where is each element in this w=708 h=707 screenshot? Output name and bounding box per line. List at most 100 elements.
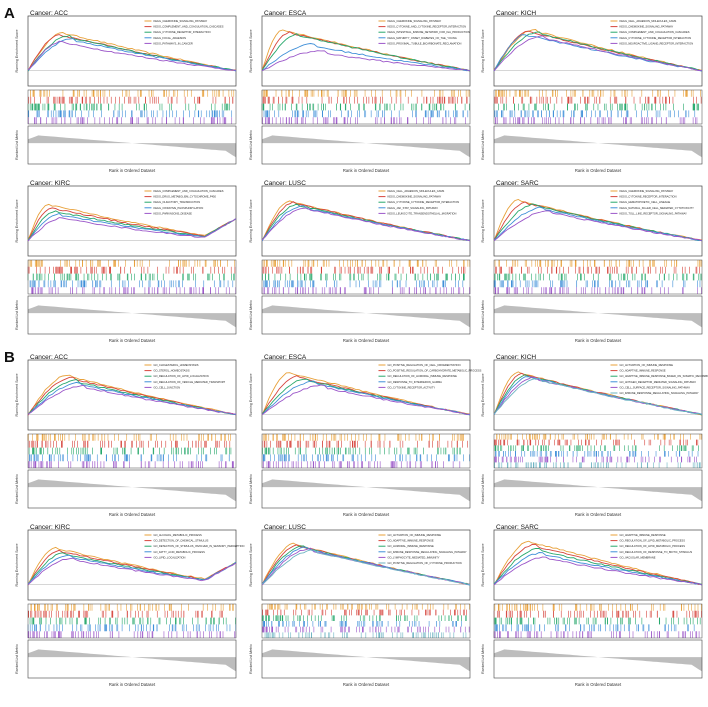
ranked-metric-frame [27, 125, 237, 165]
ylabel-ranked-metric: Ranked List Metric [249, 300, 253, 330]
xlabel: Rank in Ordered Dataset [575, 338, 622, 343]
enrichment-curve [493, 30, 703, 72]
ranked-metric-frame [261, 469, 471, 509]
ranked-metric-area [494, 479, 702, 502]
ylabel-running-score: Running Enrichment Score [481, 200, 485, 243]
ylabel-running-score: Running Enrichment Score [481, 374, 485, 417]
enrichment-plot-frame [493, 359, 703, 431]
ylabel-ranked-metric: Ranked List Metric [249, 644, 253, 674]
legend-entry: KEGG_INTESTINAL_IMMUNE_NETWORK_FOR_IGA_P… [387, 30, 469, 34]
enrichment-plot-frame [27, 359, 237, 431]
enrichment-plot-frame [493, 15, 703, 87]
legend-entry: KEGG_COMPLEMENT_AND_COAGULATION_CASCADES [153, 189, 223, 193]
ranked-metric-frame [493, 125, 703, 165]
enrichment-curve [493, 206, 703, 242]
hit-strip-frame [261, 433, 471, 469]
ylabel-ranked-metric: Ranked List Metric [15, 130, 19, 160]
xlabel: Rank in Ordered Dataset [109, 168, 156, 173]
legend-entry: KEGG_TOLL_LIKE_RECEPTOR_SIGNALING_PATHWA… [619, 211, 687, 215]
enrichment-curve [261, 50, 471, 72]
gsea-panel: Cancer: SARC Running Enrichment Score KEGG… [481, 180, 703, 343]
enrichment-curve [27, 34, 237, 72]
xlabel: Rank in Ordered Dataset [343, 168, 390, 173]
gsea-panel: Cancer: ACC Running Enrichment Score KEGG_… [15, 10, 237, 173]
legend-entry: GO_ADAPTIVE_IMMUNE_RESPONSE_BASED_ON_SOM… [619, 374, 708, 378]
legend-entry: KEGG_PROXIMAL_TUBULE_BICARBONATE_RECLAMA… [387, 41, 461, 45]
enrichment-curve [261, 200, 471, 241]
ylabel-ranked-metric: Ranked List Metric [15, 644, 19, 674]
enrichment-curve [261, 384, 471, 416]
ranked-metric-area [494, 649, 702, 672]
legend-entry: KEGG_CYTOKINE_RECEPTOR_INTERACTION [619, 195, 676, 199]
hit-strip-frame [493, 603, 703, 639]
panel-title: Cancer: ESCA [264, 354, 307, 361]
legend-entry: GO_REGULATION_OF_RESPONSE_TO_BIOTIC_STIM… [619, 550, 692, 554]
ranked-metric-area [262, 649, 470, 672]
gsea-panel: Cancer: LUSC Running Enrichment Score GO_A… [249, 524, 471, 687]
hit-strip-frame [261, 603, 471, 639]
enrichment-curve [493, 35, 703, 72]
ranked-metric-area [494, 135, 702, 158]
panel-title: Cancer: ACC [30, 10, 68, 17]
ranked-metric-area [262, 305, 470, 328]
legend-entry: KEGG_CHEMOKINE_SIGNALING_PATHWAY [619, 25, 673, 29]
ranked-metric-frame [493, 295, 703, 335]
ylabel-ranked-metric: Ranked List Metric [481, 644, 485, 674]
legend-entry: GO_REGULATION_OF_LIPID_LOCALIZATION [153, 374, 208, 378]
legend-entry: GO_ANTIGEN_RECEPTOR_MEDIATED_SIGNALING_P… [619, 380, 696, 384]
enrichment-plot-frame [27, 185, 237, 257]
ylabel-ranked-metric: Ranked List Metric [481, 300, 485, 330]
enrichment-curve [27, 38, 237, 72]
ylabel-running-score: Running Enrichment Score [249, 30, 253, 73]
ylabel-running-score: Running Enrichment Score [249, 544, 253, 587]
enrichment-curve [493, 31, 703, 72]
enrichment-curve [27, 210, 237, 241]
enrichment-plot-frame [27, 15, 237, 87]
legend-entry: KEGG_NATURAL_KILLER_CELL_MEDIATED_CYTOTO… [619, 206, 694, 210]
legend-entry: GO_REGULATION_OF_LIPID_METABOLIC_PROCESS [619, 539, 685, 543]
gsea-panel: Cancer: ESCA Running Enrichment ScoreGO_P… [249, 354, 482, 517]
ranked-metric-area [494, 305, 702, 328]
enrichment-curve [261, 549, 471, 585]
legend-entry: KEGG_CHEMOKINE_SIGNALING_PATHWAY [387, 195, 441, 199]
panel-title: Cancer: ACC [30, 354, 68, 361]
enrichment-curve [493, 556, 703, 586]
legend-entry: KEGG_OLFACTORY_TRANSDUCTION [153, 200, 200, 204]
enrichment-plot-frame [261, 359, 471, 431]
hit-strip-frame [493, 259, 703, 295]
hit-strip-frame [261, 89, 471, 125]
xlabel: Rank in Ordered Dataset [343, 338, 390, 343]
ylabel-running-score: Running Enrichment Score [15, 374, 19, 417]
legend-entry: GO_IMMUNE_RESPONSE_REGULATING_SIGNALING_… [619, 391, 698, 395]
legend-entry: GO_FATTY_ACID_METABOLIC_PROCESS [153, 550, 205, 554]
legend-entry: KEGG_HEMATOPOIETIC_CELL_LINEAGE [619, 200, 670, 204]
legend-entry: KEGG_CELL_ADHESION_MOLECULES_CAMS [619, 19, 676, 23]
enrichment-curve [27, 207, 237, 241]
xlabel: Rank in Ordered Dataset [575, 512, 622, 517]
panel-title: Cancer: KIRC [30, 524, 70, 531]
xlabel: Rank in Ordered Dataset [109, 338, 156, 343]
hit-strip-frame [493, 433, 703, 469]
ranked-metric-frame [27, 639, 237, 679]
legend-entry: GO_ADAPTIVE_IMMUNE_RESPONSE [387, 539, 433, 543]
gsea-panel: Cancer: ACC Running Enrichment Score GO_CH… [15, 354, 237, 517]
hit-strip-frame [27, 433, 237, 469]
gsea-panel: Cancer: LUSC Running Enrichment Score KEGG… [249, 180, 471, 343]
enrichment-curve [27, 384, 237, 415]
legend-entry: GO_POSITIVE_REGULATION_OF_CARBOHYDRATE_M… [387, 369, 481, 373]
legend-entry: GO_LIPID_LOCALIZATION [153, 555, 185, 559]
legend-entry: GO_ADAPTIVE_IMMUNE_RESPONSE [619, 533, 665, 537]
xlabel: Rank in Ordered Dataset [343, 682, 390, 687]
xlabel: Rank in Ordered Dataset [575, 168, 622, 173]
legend-entry: KEGG_CHEMOKINE_SIGNALING_PATHWAY [153, 19, 207, 23]
panel-title: Cancer: LUSC [264, 180, 306, 187]
legend-entry: GO_REGULATION_OF_LIPID_METABOLIC_PROCESS [619, 544, 685, 548]
enrichment-curve [27, 217, 237, 242]
legend-entry: GO_CYTOKINE_RECEPTOR_ACTIVITY [387, 385, 435, 389]
legend-entry: KEGG_CELL_ADHESION_MOLECULES_CAMS [387, 189, 444, 193]
legend-entry: GO_ACTIVATION_OF_IMMUNE_RESPONSE [619, 363, 673, 367]
enrichment-plot-frame [27, 529, 237, 601]
enrichment-curve [493, 543, 703, 585]
